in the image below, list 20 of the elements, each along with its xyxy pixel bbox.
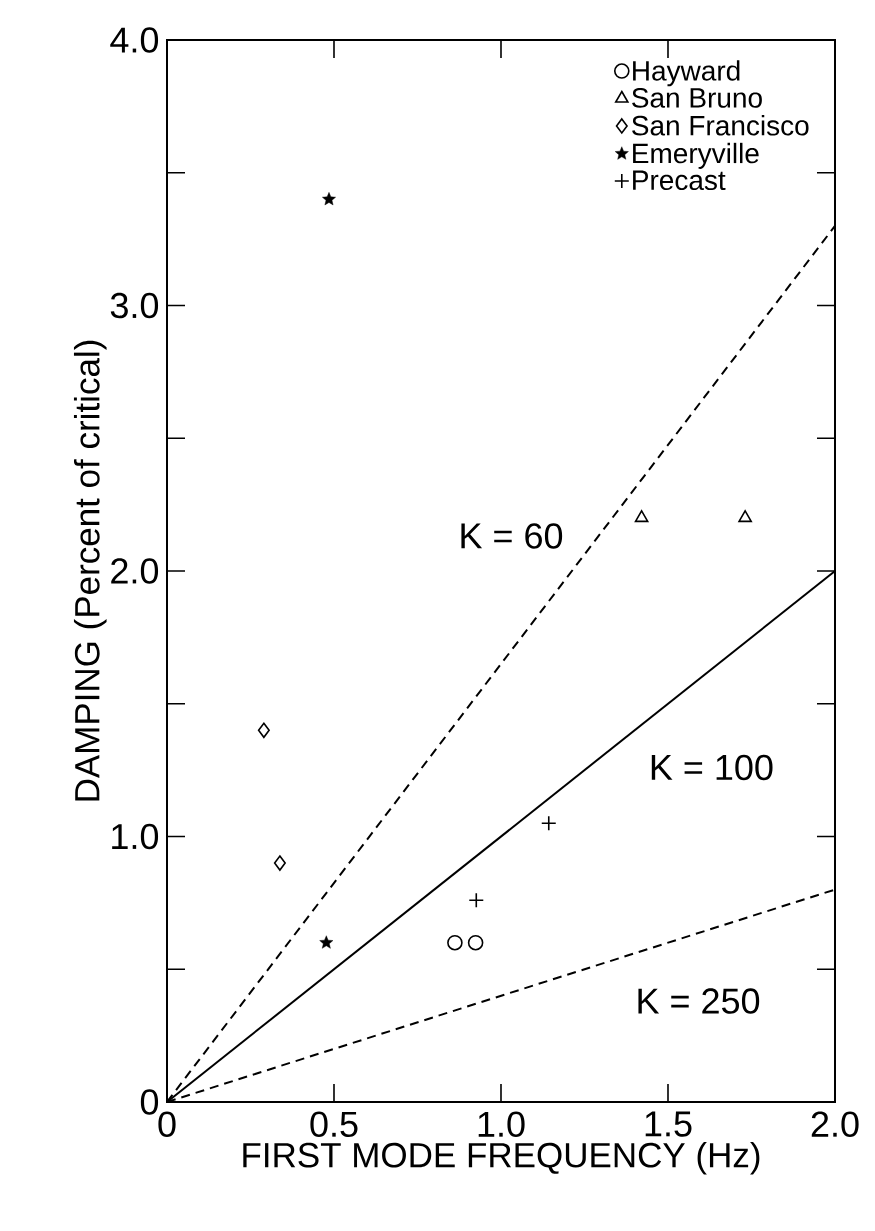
y-tick-label: 3.0 <box>110 292 159 319</box>
y-tick-label: 2.0 <box>111 558 159 584</box>
y-tick-label: 1.0 <box>112 823 159 850</box>
legend-label: Precast <box>633 170 726 191</box>
annotation: K = 60 <box>461 523 563 549</box>
x-tick-label: 1.0 <box>478 1111 525 1138</box>
legend-label: San Bruno <box>632 87 762 108</box>
x-tick-label: 0.5 <box>310 1111 358 1138</box>
y-tick-label: 0 <box>140 1089 159 1115</box>
x-tick-label: 0 <box>158 1111 176 1138</box>
x-axis-title: FIRST MODE FREQUENCY (Hz) <box>243 1141 760 1175</box>
annotation: K = 100 <box>651 754 773 781</box>
x-tick-label: 2.0 <box>811 1111 859 1138</box>
y-tick-label: 4.0 <box>110 27 159 53</box>
legend-label: San Francisco <box>632 115 809 136</box>
legend-label: Hayward <box>633 60 740 87</box>
x-tick-label: 1.5 <box>645 1111 692 1137</box>
annotation: K = 250 <box>638 988 760 1014</box>
y-axis-title: DAMPING (Percent of critical) <box>73 340 107 801</box>
legend-label: Emeryville <box>633 142 759 169</box>
